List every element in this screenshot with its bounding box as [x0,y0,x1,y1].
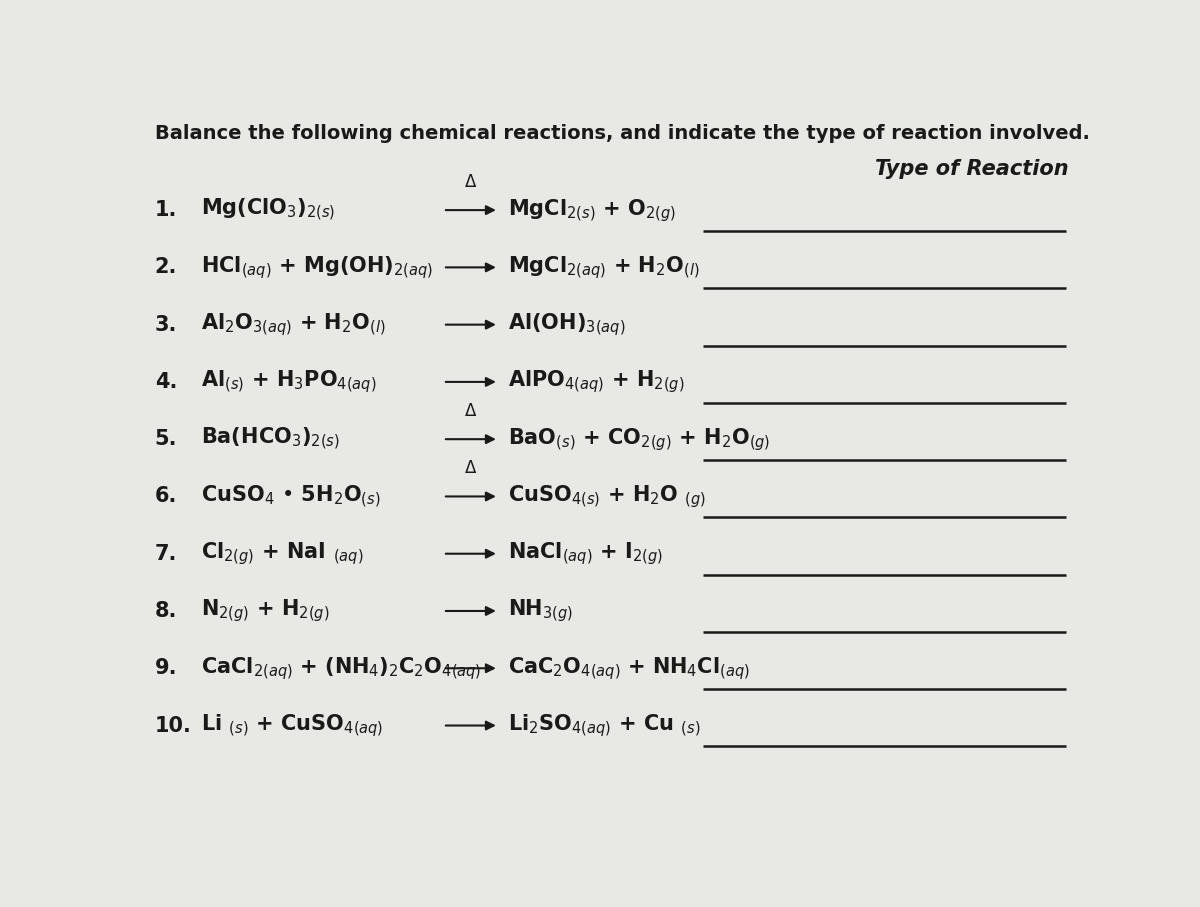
Text: 4.: 4. [155,372,178,392]
Text: 7.: 7. [155,543,178,564]
Text: Li $_{(s)}$ + CuSO$_{4 (aq)}$: Li $_{(s)}$ + CuSO$_{4 (aq)}$ [202,712,384,739]
Text: $\Delta$: $\Delta$ [464,459,478,477]
Text: Ba(HCO$_3$)$_{2(s)}$: Ba(HCO$_3$)$_{2(s)}$ [202,426,340,453]
Text: HCl$_{(aq)}$ + Mg(OH)$_{2(aq)}$: HCl$_{(aq)}$ + Mg(OH)$_{2(aq)}$ [202,254,433,281]
Text: 3.: 3. [155,315,178,335]
Text: 5.: 5. [155,429,178,449]
Text: Type of Reaction: Type of Reaction [875,159,1069,179]
Text: CuSO$_4$ • 5H$_2$O$_{(s)}$: CuSO$_4$ • 5H$_2$O$_{(s)}$ [202,483,380,510]
Text: Al$_2$O$_{3(aq)}$ + H$_2$O$_{(l)}$: Al$_2$O$_{3(aq)}$ + H$_2$O$_{(l)}$ [202,311,385,338]
Text: $\Delta$: $\Delta$ [464,402,478,420]
Text: MgCl$_{2(s)}$ + O$_{2(g)}$: MgCl$_{2(s)}$ + O$_{2(g)}$ [508,197,676,223]
Text: NH$_{3(g)}$: NH$_{3(g)}$ [508,598,574,624]
Text: NaCl$_{(aq)}$ + I$_{2(g)}$: NaCl$_{(aq)}$ + I$_{2(g)}$ [508,541,664,567]
Text: CuSO$_{4(s)}$ + H$_2$O $_{(g)}$: CuSO$_{4(s)}$ + H$_2$O $_{(g)}$ [508,483,707,510]
Text: 6.: 6. [155,486,178,506]
Text: Balance the following chemical reactions, and indicate the type of reaction invo: Balance the following chemical reactions… [155,124,1090,143]
Text: Al(OH)$_{3(aq)}$: Al(OH)$_{3(aq)}$ [508,311,625,338]
Text: 10.: 10. [155,716,192,736]
Text: MgCl$_{2(aq)}$ + H$_2$O$_{(l)}$: MgCl$_{2(aq)}$ + H$_2$O$_{(l)}$ [508,254,700,281]
Text: 9.: 9. [155,658,178,678]
Text: $\Delta$: $\Delta$ [464,172,478,190]
Text: CaC$_2$O$_{4(aq)}$ + NH$_4$Cl$_{(aq)}$: CaC$_2$O$_{4(aq)}$ + NH$_4$Cl$_{(aq)}$ [508,655,750,682]
Text: 8.: 8. [155,601,178,621]
Text: 2.: 2. [155,258,178,278]
Text: N$_{2 (g)}$ + H$_{2(g)}$: N$_{2 (g)}$ + H$_{2(g)}$ [202,598,330,624]
Text: Al$_{(s)}$ + H$_3$PO$_{4(aq)}$: Al$_{(s)}$ + H$_3$PO$_{4(aq)}$ [202,368,377,395]
Text: Li$_2$SO$_{4(aq)}$ + Cu $_{(s)}$: Li$_2$SO$_{4(aq)}$ + Cu $_{(s)}$ [508,712,701,739]
Text: Mg(ClO$_3$)$_{2(s)}$: Mg(ClO$_3$)$_{2(s)}$ [202,197,336,223]
Text: 1.: 1. [155,200,178,220]
Text: BaO$_{(s)}$ + CO$_{2(g)}$ + H$_2$O$_{(g)}$: BaO$_{(s)}$ + CO$_{2(g)}$ + H$_2$O$_{(g)… [508,425,770,453]
Text: CaCl$_{2(aq)}$ + (NH$_4$)$_2$C$_2$O$_{4(aq)}$: CaCl$_{2(aq)}$ + (NH$_4$)$_2$C$_2$O$_{4(… [202,655,481,682]
Text: AlPO$_{4(aq)}$ + H$_{2(g)}$: AlPO$_{4(aq)}$ + H$_{2(g)}$ [508,368,684,395]
Text: Cl$_{2(g)}$ + NaI $_{(aq)}$: Cl$_{2(g)}$ + NaI $_{(aq)}$ [202,541,364,567]
